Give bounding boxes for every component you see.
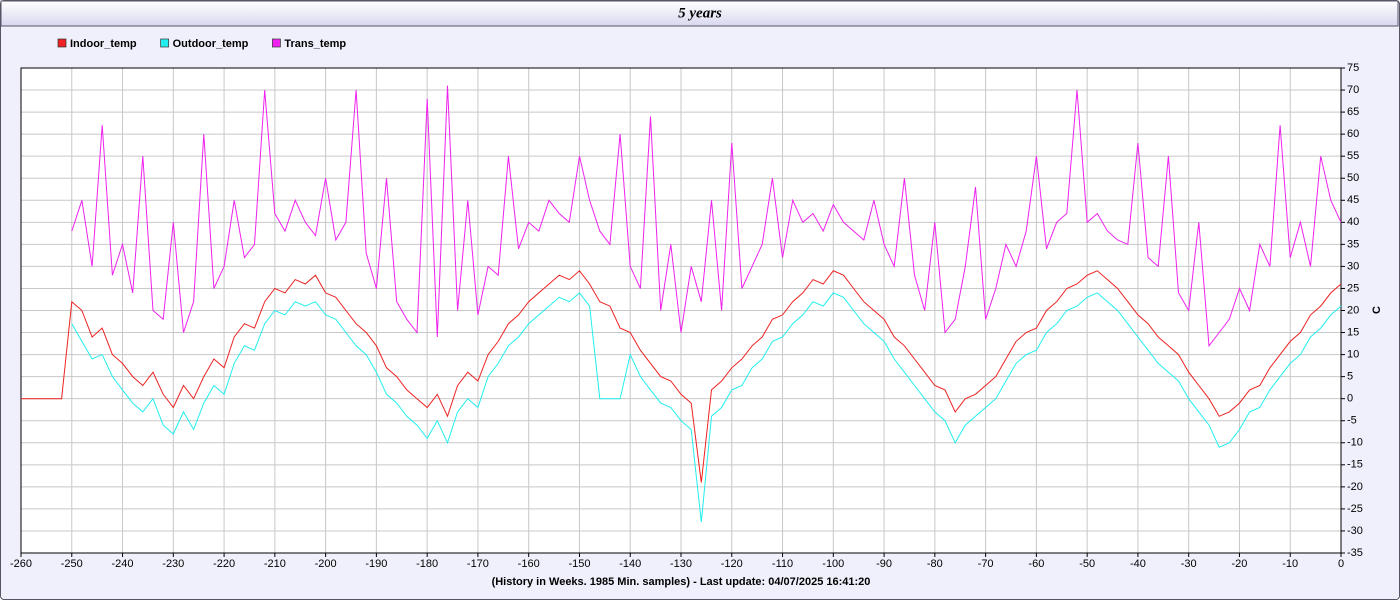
x-tick-label: -230 bbox=[162, 558, 184, 570]
x-tick-label: -210 bbox=[264, 558, 286, 570]
y-tick-label: 75 bbox=[1347, 62, 1359, 74]
series-line bbox=[21, 270, 1342, 483]
x-tick-label: -80 bbox=[927, 558, 943, 570]
x-tick-label: -180 bbox=[416, 558, 438, 570]
x-tick-label: -150 bbox=[568, 558, 590, 570]
title-bar bbox=[0, 0, 1399, 27]
plot-border bbox=[20, 67, 1342, 554]
x-tick-label: -60 bbox=[1028, 558, 1044, 570]
x-tick-label: -260 bbox=[10, 558, 32, 570]
y-tick-label: -5 bbox=[1347, 415, 1357, 427]
legend-label: Trans_temp bbox=[284, 38, 346, 50]
x-tick-label: -120 bbox=[721, 558, 743, 570]
x-tick-label: -160 bbox=[518, 558, 540, 570]
x-tick-label: -250 bbox=[61, 558, 83, 570]
y-tick-label: -15 bbox=[1347, 459, 1363, 471]
y-tick-label: 5 bbox=[1347, 371, 1353, 383]
y-tick-label: 15 bbox=[1347, 326, 1359, 338]
x-tick-label: -90 bbox=[876, 558, 892, 570]
y-tick-label: 70 bbox=[1347, 84, 1359, 96]
x-tick-label: -140 bbox=[619, 558, 641, 570]
y-tick-label: 10 bbox=[1347, 348, 1359, 360]
y-tick-label: -30 bbox=[1347, 525, 1363, 537]
y-tick-label: 45 bbox=[1347, 194, 1359, 206]
x-tick-label: -110 bbox=[772, 558, 793, 570]
legend-label: Outdoor_temp bbox=[173, 38, 249, 50]
series-line bbox=[71, 292, 1342, 523]
x-tick-label: -50 bbox=[1079, 558, 1095, 570]
y-tick-label: 40 bbox=[1347, 216, 1359, 228]
x-tick-label: -70 bbox=[978, 558, 994, 570]
x-tick-label: -40 bbox=[1130, 558, 1146, 570]
y-tick-label: 50 bbox=[1347, 172, 1359, 184]
y-tick-label: 55 bbox=[1347, 150, 1359, 162]
x-tick-label: -190 bbox=[365, 558, 387, 570]
y-tick-label: 35 bbox=[1347, 238, 1359, 250]
y-tick-label: 30 bbox=[1347, 260, 1359, 272]
x-tick-label: -200 bbox=[315, 558, 337, 570]
legend-marker bbox=[57, 38, 67, 48]
x-tick-label: -100 bbox=[822, 558, 844, 570]
y-tick-label: 65 bbox=[1347, 106, 1359, 118]
x-tick-label: -170 bbox=[467, 558, 489, 570]
y-tick-label: 60 bbox=[1347, 128, 1359, 140]
legend-label: Indoor_temp bbox=[70, 38, 137, 50]
legend-marker bbox=[160, 38, 169, 48]
y-tick-label: -10 bbox=[1347, 437, 1363, 449]
series-line bbox=[71, 85, 1342, 348]
y-tick-label: 20 bbox=[1347, 304, 1359, 316]
x-axis-label: (History in Weeks. 1985 Min. samples) - … bbox=[492, 576, 871, 588]
x-tick-label: -10 bbox=[1282, 558, 1298, 570]
y-tick-label: -35 bbox=[1347, 547, 1363, 559]
x-tick-label: -30 bbox=[1181, 558, 1197, 570]
y-tick-label: 0 bbox=[1347, 393, 1353, 405]
x-tick-label: -220 bbox=[213, 558, 235, 570]
x-tick-label: -240 bbox=[112, 558, 134, 570]
x-tick-label: -130 bbox=[670, 558, 692, 570]
y-tick-label: -20 bbox=[1347, 481, 1363, 493]
legend-marker bbox=[272, 38, 281, 48]
y-axis-label: C bbox=[1371, 306, 1383, 314]
x-tick-label: 0 bbox=[1338, 558, 1344, 570]
x-tick-label: -20 bbox=[1232, 558, 1248, 570]
y-tick-label: 25 bbox=[1347, 282, 1359, 294]
y-tick-label: -25 bbox=[1347, 503, 1363, 515]
chart-title: 5 years bbox=[678, 5, 722, 21]
